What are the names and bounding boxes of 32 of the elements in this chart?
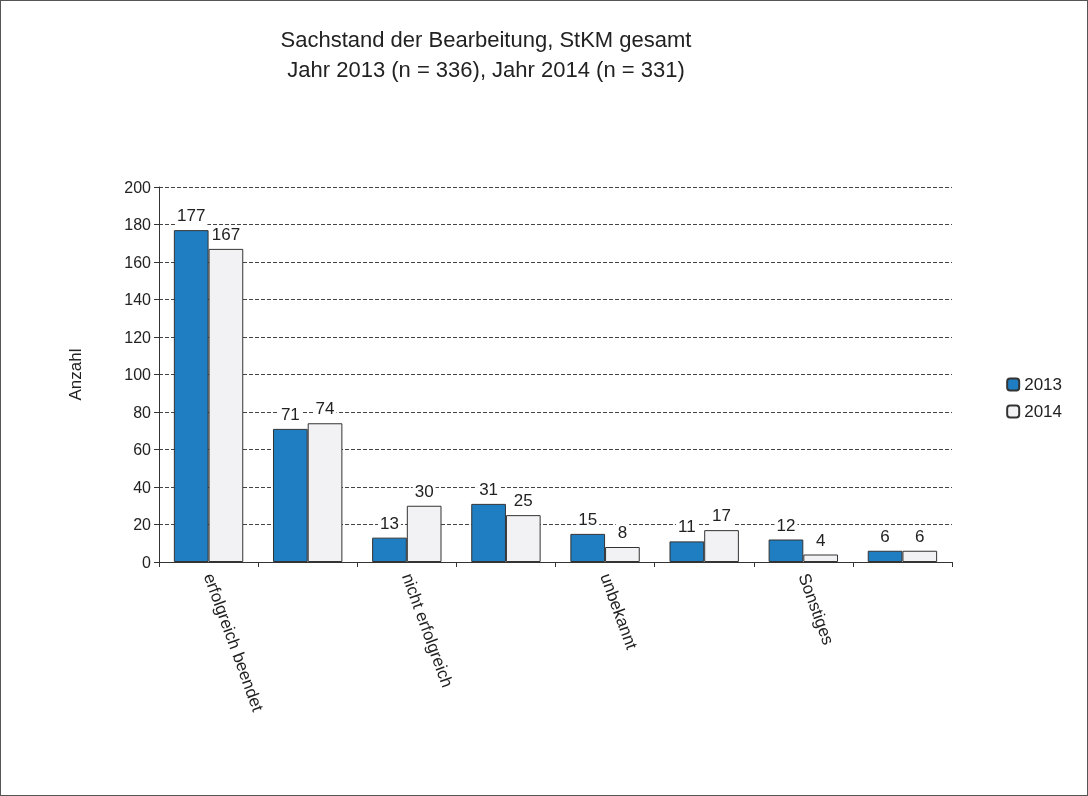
y-axis-title: Anzahl <box>66 348 85 401</box>
legend-label: 2014 <box>1024 402 1063 421</box>
y-tick-label: 120 <box>124 328 152 346</box>
y-tick-label: 200 <box>124 178 152 196</box>
y-tick-label: 80 <box>133 403 152 421</box>
y-tick-label: 60 <box>133 441 152 458</box>
y-tick-label: 180 <box>124 216 152 233</box>
y-tick-label: 20 <box>133 516 152 533</box>
data-label: 167 <box>211 224 241 244</box>
data-label: 11 <box>678 517 696 537</box>
legend-label: 2013 <box>1024 375 1063 394</box>
data-label: 177 <box>177 206 206 226</box>
data-label: 12 <box>776 515 796 535</box>
data-label: 74 <box>315 399 335 419</box>
data-label: 71 <box>280 404 300 424</box>
data-label: 13 <box>380 513 399 533</box>
data-label: 6 <box>915 526 925 546</box>
data-label: 4 <box>815 530 826 550</box>
y-tick-label: 160 <box>124 253 152 271</box>
y-tick-label: 0 <box>142 553 152 571</box>
data-label: 31 <box>479 479 499 499</box>
data-label: 17 <box>712 506 731 526</box>
data-label: 15 <box>578 509 598 529</box>
y-tick-label: 40 <box>133 478 152 496</box>
data-label: 30 <box>414 481 434 501</box>
y-tick-label: 140 <box>124 291 152 308</box>
chart-subtitle: Jahr 2013 (n = 336), Jahr 2014 (n = 331) <box>287 56 685 82</box>
data-label: 25 <box>513 491 533 511</box>
y-tick-label: 100 <box>124 366 152 383</box>
chart-title: Sachstand der Bearbeitung, StKM gesamt <box>280 26 692 52</box>
data-label: 8 <box>617 523 628 542</box>
data-label: 6 <box>880 526 890 546</box>
